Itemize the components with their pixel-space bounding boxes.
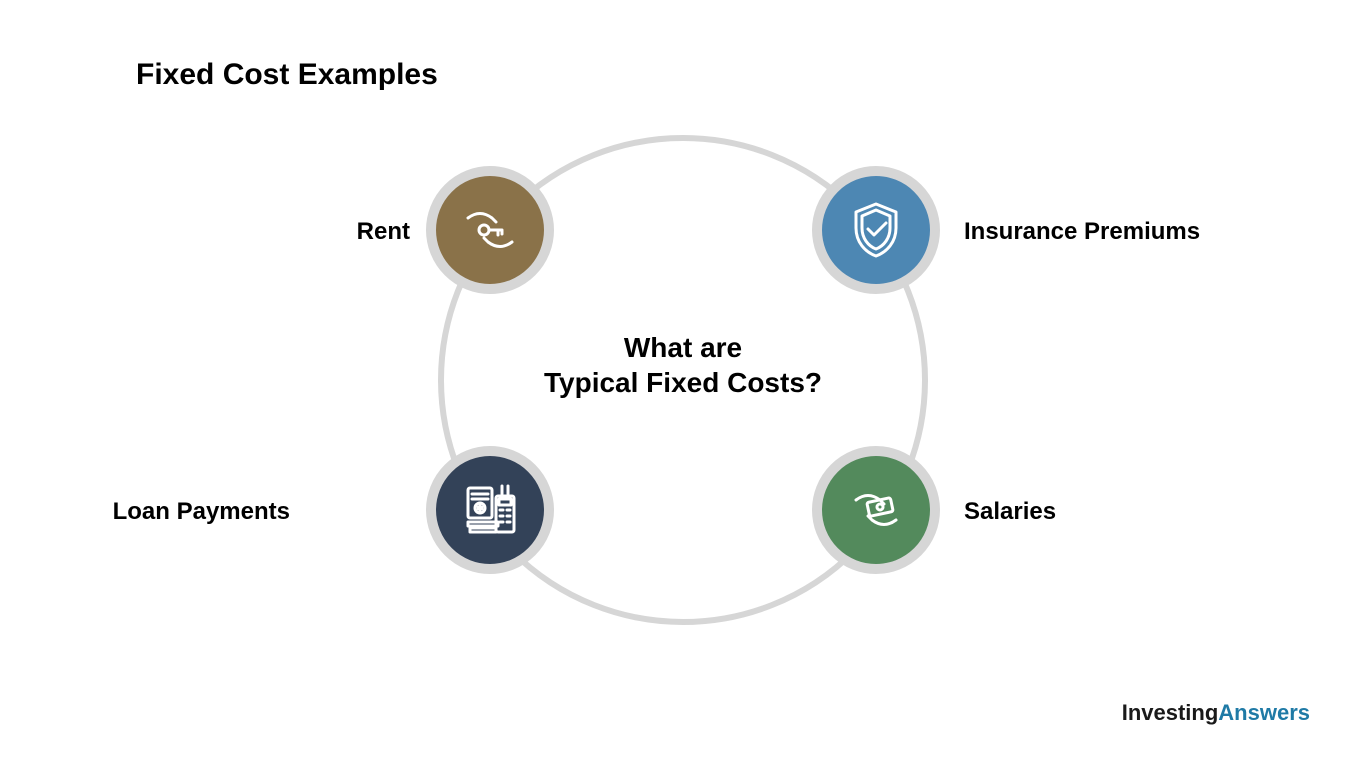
label-loans: Loan Payments [113,498,290,526]
label-rent: Rent [357,218,410,246]
salary-icon [844,478,908,542]
node-loans [426,446,554,574]
label-salaries: Salaries [964,498,1056,526]
center-line1: What are [503,330,863,365]
node-rent [426,166,554,294]
center-line2: Typical Fixed Costs? [503,365,863,400]
rent-icon [458,198,522,262]
brand-word1: Investing [1122,700,1219,725]
node-insurance [812,166,940,294]
brand-footer: InvestingAnswers [1122,700,1310,726]
label-insurance: Insurance Premiums [964,218,1200,246]
center-question: What are Typical Fixed Costs? [503,330,863,400]
shield-icon [844,198,908,262]
diagram: What are Typical Fixed Costs? Rent Insura… [0,0,1366,768]
loan-icon [458,478,522,542]
brand-word2: Answers [1218,700,1310,725]
node-salaries [812,446,940,574]
